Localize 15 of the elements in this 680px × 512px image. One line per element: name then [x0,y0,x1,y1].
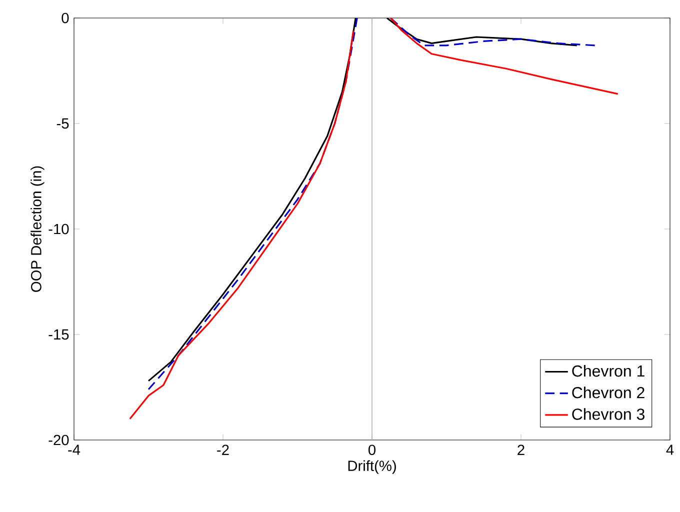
x-tick-label: 0 [368,444,376,456]
y-tick-label: -10 [48,224,69,234]
y-tick-label: -15 [48,329,69,340]
x-tick-label: 2 [518,444,524,455]
x-tick-label: 4 [666,444,674,455]
y-tick-label: 0 [62,12,69,24]
legend-label: Chevron 3 [572,408,644,420]
y-axis-title: OOP Deflection (in) [30,166,44,292]
legend-label: Chevron 2 [572,386,644,398]
x-axis-title: Drift(%) [348,460,396,474]
y-tick-label: -5 [56,118,69,129]
y-tick-label: -20 [48,434,69,446]
x-tick-label: -2 [217,444,229,455]
x-tick-label: -4 [68,444,80,455]
legend-label: Chevron 1 [572,364,644,377]
